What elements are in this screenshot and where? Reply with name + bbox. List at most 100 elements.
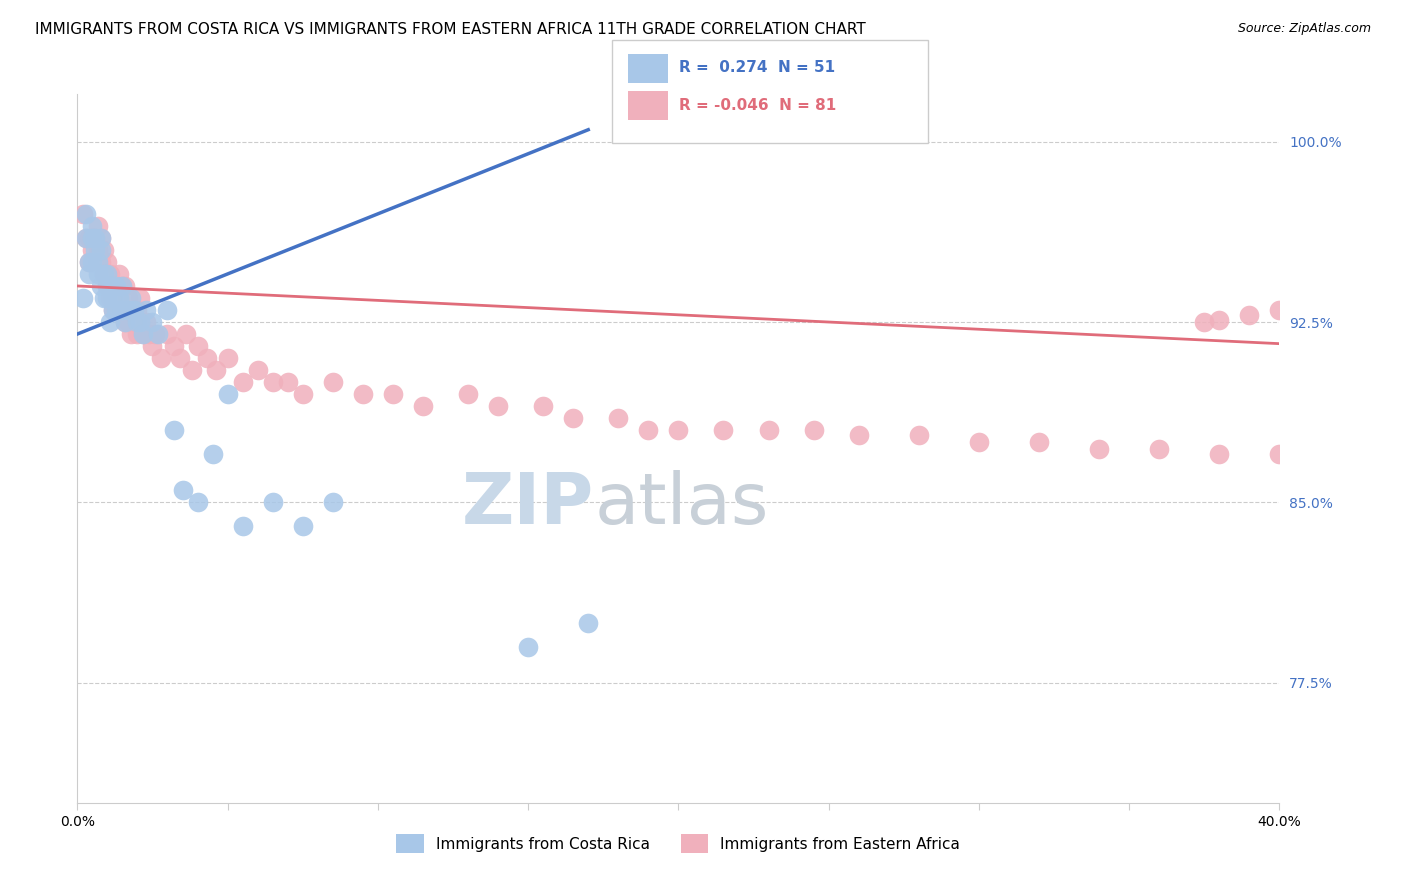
Point <box>713 423 735 437</box>
Point <box>90 231 112 245</box>
Point <box>103 279 125 293</box>
Point <box>1268 447 1291 461</box>
Point <box>96 279 118 293</box>
Point <box>90 279 112 293</box>
Text: IMMIGRANTS FROM COSTA RICA VS IMMIGRANTS FROM EASTERN AFRICA 11TH GRADE CORRELAT: IMMIGRANTS FROM COSTA RICA VS IMMIGRANTS… <box>35 22 866 37</box>
Point <box>100 291 122 305</box>
Point <box>217 351 239 365</box>
Point <box>277 375 299 389</box>
Point <box>82 231 104 245</box>
Point <box>262 495 284 509</box>
Point <box>124 303 146 318</box>
Point <box>108 291 131 305</box>
Point <box>232 375 254 389</box>
Point <box>87 255 110 269</box>
Point <box>637 423 659 437</box>
Point <box>105 279 128 293</box>
Point <box>186 495 209 509</box>
Point <box>84 243 107 257</box>
Point <box>114 315 136 329</box>
Point <box>138 326 160 341</box>
Point <box>108 291 131 305</box>
Point <box>93 291 115 305</box>
Point <box>111 279 134 293</box>
Point <box>848 428 870 442</box>
Point <box>1239 308 1261 322</box>
Point <box>100 315 122 329</box>
Point <box>576 615 599 630</box>
Point <box>457 387 479 401</box>
Text: ZIP: ZIP <box>463 470 595 540</box>
Point <box>100 267 122 281</box>
Point <box>145 326 167 341</box>
Text: atlas: atlas <box>595 470 769 540</box>
Point <box>124 315 146 329</box>
Point <box>967 435 990 450</box>
Point <box>486 399 509 413</box>
Point <box>381 387 404 401</box>
Point <box>517 640 540 654</box>
Point <box>79 255 101 269</box>
Point <box>195 351 218 365</box>
Point <box>111 279 134 293</box>
Point <box>127 303 149 318</box>
Point <box>908 428 931 442</box>
Point <box>156 303 179 318</box>
Point <box>103 303 125 318</box>
Point <box>129 315 152 329</box>
Point <box>1149 442 1171 457</box>
Point <box>82 243 104 257</box>
Point <box>174 326 197 341</box>
Point <box>90 243 112 257</box>
Point <box>111 303 134 318</box>
Point <box>262 375 284 389</box>
Point <box>246 363 269 377</box>
Point <box>1268 303 1291 318</box>
Point <box>150 351 173 365</box>
Point <box>162 423 184 437</box>
Point <box>93 267 115 281</box>
Point <box>105 303 128 318</box>
Point <box>79 267 101 281</box>
Point <box>117 291 139 305</box>
Point <box>75 231 97 245</box>
Point <box>111 303 134 318</box>
Point <box>72 207 94 221</box>
Point <box>79 255 101 269</box>
Point <box>75 231 97 245</box>
Point <box>93 267 115 281</box>
Point <box>186 339 209 353</box>
Point <box>322 495 344 509</box>
Point <box>82 219 104 233</box>
Point <box>82 231 104 245</box>
Point <box>141 339 163 353</box>
Point <box>96 279 118 293</box>
Point <box>93 243 115 257</box>
Point <box>117 303 139 318</box>
Point <box>141 315 163 329</box>
Point <box>108 267 131 281</box>
Point <box>90 255 112 269</box>
Point <box>135 315 157 329</box>
Point <box>156 326 179 341</box>
Point <box>114 279 136 293</box>
Point <box>352 387 374 401</box>
Point <box>607 411 630 425</box>
Text: R = -0.046  N = 81: R = -0.046 N = 81 <box>679 98 837 112</box>
Point <box>87 267 110 281</box>
Point <box>117 315 139 329</box>
Point <box>531 399 554 413</box>
Text: R =  0.274  N = 51: R = 0.274 N = 51 <box>679 61 835 75</box>
Point <box>90 231 112 245</box>
Point <box>96 255 118 269</box>
Point <box>103 303 125 318</box>
Point <box>103 291 125 305</box>
Point <box>803 423 825 437</box>
Point <box>105 279 128 293</box>
Point <box>127 315 149 329</box>
Point <box>172 483 194 498</box>
Point <box>1208 447 1230 461</box>
Point <box>84 231 107 245</box>
Point <box>162 339 184 353</box>
Point <box>322 375 344 389</box>
